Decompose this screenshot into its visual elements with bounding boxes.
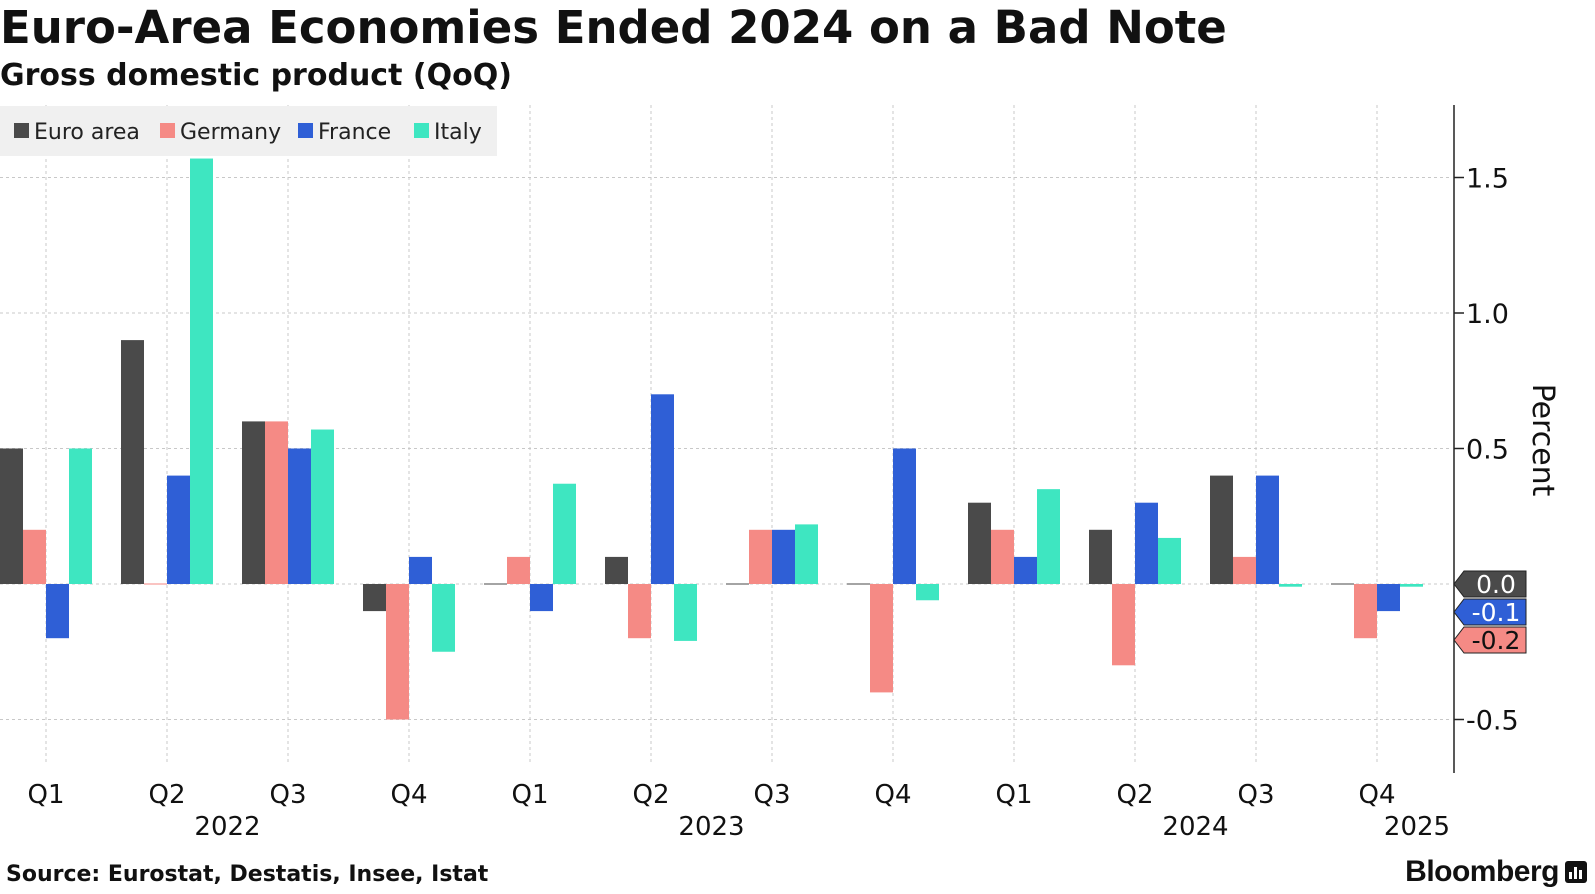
bar (288, 448, 311, 584)
bar (651, 394, 674, 584)
bar (1354, 584, 1377, 639)
bar (1210, 475, 1233, 584)
bar (1331, 583, 1354, 585)
bar (530, 584, 553, 612)
last-value-tags: 0.0-0.1-0.2 (1453, 570, 1527, 655)
bar (23, 529, 46, 584)
bar (386, 584, 409, 720)
bar (1112, 584, 1135, 666)
brand-name: Bloomberg (1405, 855, 1559, 888)
y-axis-title: Percent (1525, 384, 1560, 497)
source-note: Source: Eurostat, Destatis, Insee, Istat (6, 862, 489, 887)
value-tag-label: 0.0 (1476, 570, 1516, 599)
bar (991, 529, 1014, 584)
series-germany (23, 421, 1377, 720)
value-tag (1453, 626, 1527, 654)
legend-swatch (298, 123, 313, 138)
value-tag (1453, 598, 1527, 626)
x-tick-label: Q3 (1237, 780, 1274, 810)
bar (363, 584, 386, 612)
x-year-label: 2025 (1384, 812, 1450, 842)
x-tick-label: Q3 (753, 780, 790, 810)
legend-swatch (160, 123, 175, 138)
bar (190, 158, 213, 584)
series-italy (69, 158, 1423, 652)
series-france (46, 394, 1400, 639)
value-tag-label: -0.2 (1472, 626, 1521, 655)
bar (484, 583, 507, 585)
x-tick-label: Q4 (1358, 780, 1395, 810)
legend-label: Euro area (34, 120, 140, 145)
bloomberg-logo-icon (1565, 861, 1587, 883)
x-tick-label: Q3 (269, 780, 306, 810)
bar (409, 556, 432, 584)
bar (311, 429, 334, 584)
bar (144, 583, 167, 585)
value-tag (1453, 570, 1527, 598)
y-tick-label: 1.5 (1466, 164, 1509, 195)
x-tick-label: Q2 (148, 780, 185, 810)
x-tick-label: Q4 (390, 780, 427, 810)
bar (605, 556, 628, 584)
bar (265, 421, 288, 584)
bar (795, 524, 818, 584)
y-tick-label: -0.5 (1466, 706, 1519, 737)
bar (1279, 584, 1302, 587)
bar (1135, 502, 1158, 584)
bar (507, 556, 530, 584)
bar (1400, 584, 1423, 587)
x-tick-label: Q1 (995, 780, 1032, 810)
bar (916, 584, 939, 601)
x-year-label: 2024 (1162, 812, 1228, 842)
bar (1233, 556, 1256, 584)
bar (1158, 537, 1181, 584)
bar (0, 448, 23, 584)
legend-label: Italy (434, 120, 482, 145)
legend-swatch (414, 123, 429, 138)
bar (968, 502, 991, 584)
bar (628, 584, 651, 639)
gridlines (0, 105, 1452, 763)
bar (1256, 475, 1279, 584)
legend-swatch (14, 123, 29, 138)
x-year-label: 2023 (678, 812, 744, 842)
bar (69, 448, 92, 584)
legend-label: Germany (180, 120, 281, 145)
series-euro-area (0, 340, 1354, 612)
x-year-label: 2022 (194, 812, 260, 842)
bar (167, 475, 190, 584)
bar (242, 421, 265, 584)
bar (553, 483, 576, 584)
y-axis: -0.5 0.5 1.0 1.5 Percent (1453, 105, 1560, 773)
bar (674, 584, 697, 641)
bar (121, 340, 144, 584)
bar (870, 584, 893, 693)
x-tick-label: Q2 (1116, 780, 1153, 810)
legend-label: France (318, 120, 391, 145)
bar (749, 529, 772, 584)
bar (1037, 489, 1060, 584)
y-tick-label: 1.0 (1466, 299, 1509, 330)
bar (726, 583, 749, 585)
bar (772, 529, 795, 584)
value-tag-label: -0.1 (1472, 598, 1521, 627)
x-tick-label: Q1 (511, 780, 548, 810)
chart-title: Euro-Area Economies Ended 2024 on a Bad … (0, 1, 1227, 54)
x-tick-label: Q2 (632, 780, 669, 810)
x-axis: Q1 Q2 Q3 Q4 Q1 Q2 Q3 Q4 Q1 Q2 Q3 Q4 2022 2023 2024 2025 (27, 780, 1450, 842)
bar (893, 448, 916, 584)
y-tick-label: 0.5 (1466, 435, 1509, 466)
bar (432, 584, 455, 652)
legend: Euro area Germany France Italy (0, 106, 497, 156)
bar (1377, 584, 1400, 612)
bar (1014, 556, 1037, 584)
brand-logo: Bloomberg (1405, 855, 1587, 889)
bar (46, 584, 69, 639)
x-tick-label: Q4 (874, 780, 911, 810)
chart-subtitle: Gross domestic product (QoQ) (0, 58, 512, 93)
x-tick-label: Q1 (27, 780, 64, 810)
bar (847, 583, 870, 585)
bar (1089, 529, 1112, 584)
